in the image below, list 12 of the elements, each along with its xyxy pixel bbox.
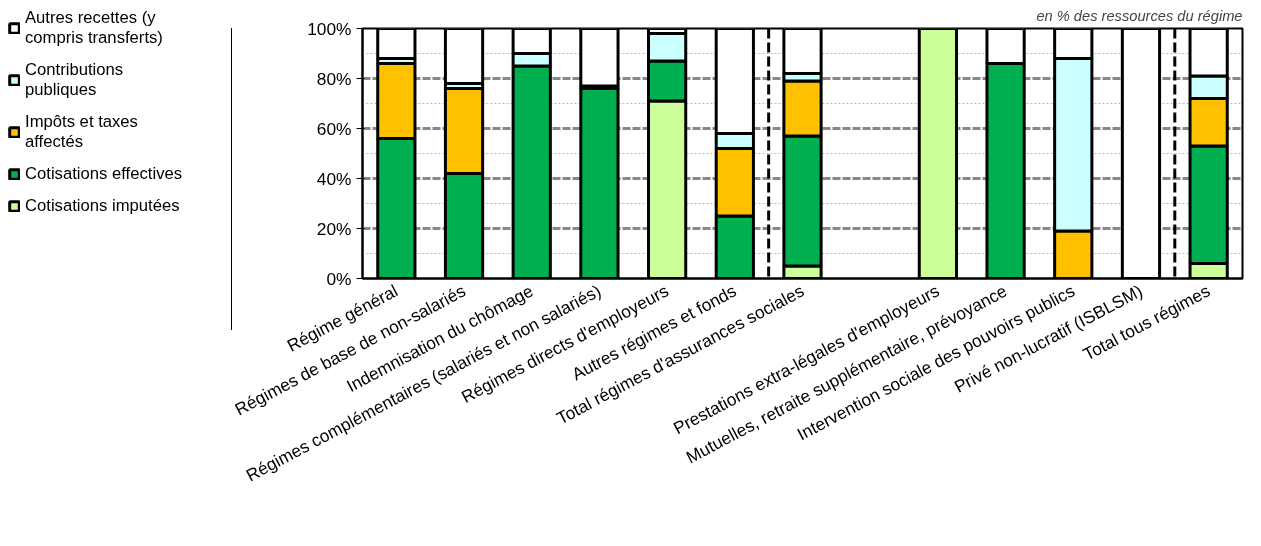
y-tick-label: 60%: [316, 118, 352, 139]
legend-label: Cotisations imputées: [25, 196, 180, 216]
legend-label: Contributions publiques: [25, 60, 124, 100]
legend-label: Impôts et taxes affectés: [25, 112, 138, 152]
legend-label: Autres recettes (y compris transferts): [25, 8, 163, 48]
legend-label: Cotisations effectives: [25, 164, 183, 184]
y-tick-label: 40%: [316, 168, 352, 189]
y-tick-label: 100%: [307, 18, 352, 39]
y-tick-label: 80%: [316, 68, 352, 89]
y-tick-label: 20%: [316, 218, 352, 239]
y-tick-label: 0%: [326, 268, 352, 289]
chart-subtitle: en % des ressources du régime: [1036, 7, 1243, 24]
